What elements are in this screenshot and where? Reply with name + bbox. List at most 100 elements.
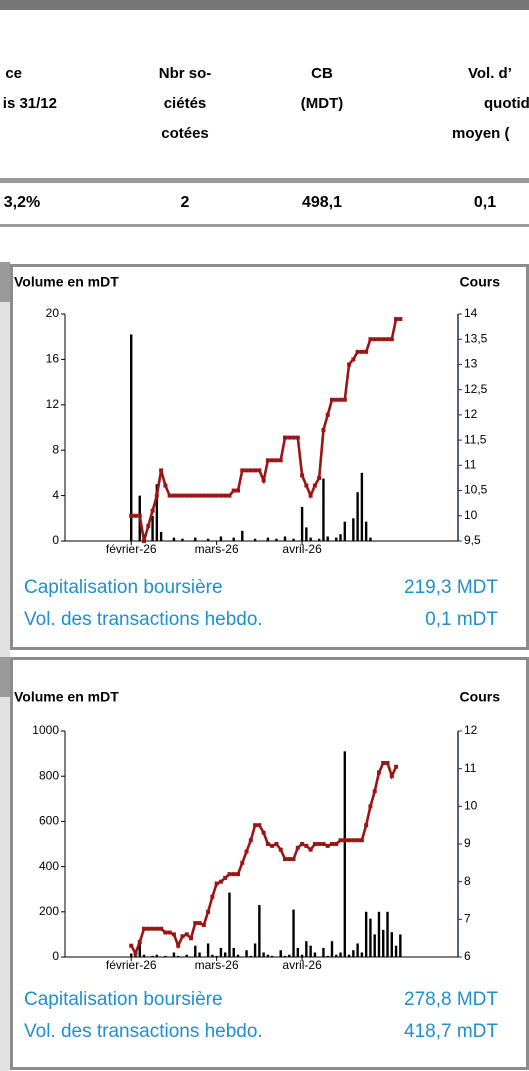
price-marker	[295, 435, 300, 440]
price-marker	[282, 435, 287, 440]
bar	[172, 537, 176, 541]
price-marker	[189, 936, 194, 941]
price-marker	[257, 823, 262, 828]
y2-tick-label: 9,5	[464, 533, 481, 547]
y2-tick-label: 13	[464, 357, 478, 371]
price-marker	[325, 843, 330, 848]
y-tick-label: 800	[39, 768, 59, 782]
price-marker	[176, 943, 181, 948]
price-marker	[257, 468, 262, 473]
bar	[399, 934, 402, 957]
bar	[219, 536, 223, 541]
price-marker	[278, 458, 283, 463]
price-marker	[150, 508, 155, 513]
price-marker	[351, 838, 356, 843]
price-marker	[197, 921, 202, 926]
price-marker	[385, 761, 390, 766]
price-marker	[206, 493, 211, 498]
price-marker	[154, 493, 159, 498]
price-marker	[398, 317, 403, 322]
y-tick-label: 200	[39, 904, 59, 918]
price-marker	[265, 458, 270, 463]
price-marker	[308, 493, 313, 498]
x-tick-label: mars-26	[195, 958, 239, 972]
table-header-cell: cotées	[161, 125, 209, 142]
y2-tick-label: 12	[464, 723, 478, 737]
table-header-cell: CB	[311, 65, 333, 82]
y-axis-title: Volume en mDT	[14, 274, 119, 290]
price-marker	[133, 513, 138, 518]
bar	[211, 954, 214, 957]
price-marker	[244, 849, 249, 854]
price-marker	[394, 317, 399, 322]
price-marker	[167, 493, 172, 498]
price-marker	[376, 770, 381, 775]
price-marker	[133, 951, 138, 956]
price-marker	[329, 397, 334, 402]
price-marker	[321, 842, 326, 846]
y-tick-label: 12	[46, 397, 60, 411]
bar	[382, 929, 385, 957]
y2-axis-title: Cours	[460, 689, 501, 705]
bar	[364, 521, 368, 541]
top-band	[0, 0, 529, 10]
price-marker	[214, 881, 219, 886]
price-marker	[372, 789, 377, 794]
bar	[194, 537, 197, 541]
bar	[305, 527, 308, 541]
bar	[352, 518, 355, 541]
bar	[394, 945, 398, 957]
price-marker	[325, 412, 330, 417]
price-marker	[244, 468, 249, 473]
bar	[215, 955, 218, 957]
price-marker	[359, 349, 364, 354]
bar	[360, 472, 364, 541]
note-value: 278,8 MDT	[404, 989, 498, 1010]
price-marker	[171, 932, 176, 937]
table-header-cell: Nbr so-	[159, 65, 212, 82]
price-marker	[167, 930, 172, 935]
bar	[322, 478, 325, 541]
price-marker	[210, 894, 215, 899]
bar	[151, 955, 154, 957]
bar	[390, 932, 393, 957]
y2-tick-label: 12,5	[464, 382, 488, 396]
price-marker	[159, 926, 164, 931]
bar	[386, 911, 389, 957]
bar	[347, 954, 351, 957]
bar	[305, 941, 308, 957]
price-line	[131, 317, 401, 542]
bar	[151, 516, 154, 541]
bar	[262, 952, 265, 957]
bar	[181, 538, 184, 541]
y-tick-label: 16	[46, 352, 60, 366]
price-marker	[329, 842, 334, 846]
price-marker	[300, 842, 305, 846]
table-rule	[0, 178, 529, 183]
price-marker	[240, 860, 245, 865]
price-marker	[227, 493, 232, 498]
left-strip	[0, 657, 10, 697]
table-cell: 3,2%	[4, 194, 40, 211]
bar	[360, 952, 364, 957]
y2-tick-label: 6	[464, 949, 471, 963]
bar	[322, 947, 325, 957]
bar	[339, 952, 342, 957]
price-marker	[338, 838, 343, 843]
price-marker	[321, 428, 326, 433]
y2-tick-label: 14	[464, 306, 478, 320]
y-tick-label: 600	[39, 814, 59, 828]
y2-tick-label: 9	[464, 836, 471, 850]
table-cell: 498,1	[302, 194, 342, 211]
table-header-cell: is 31/12	[3, 95, 57, 112]
price-marker	[312, 842, 317, 846]
price-marker	[150, 926, 155, 931]
bar	[326, 955, 329, 957]
bar	[164, 955, 167, 957]
bar	[241, 530, 244, 541]
price-marker	[146, 926, 151, 931]
price-marker	[193, 493, 198, 498]
bar	[283, 536, 287, 541]
y2-tick-label: 13,5	[464, 331, 488, 345]
